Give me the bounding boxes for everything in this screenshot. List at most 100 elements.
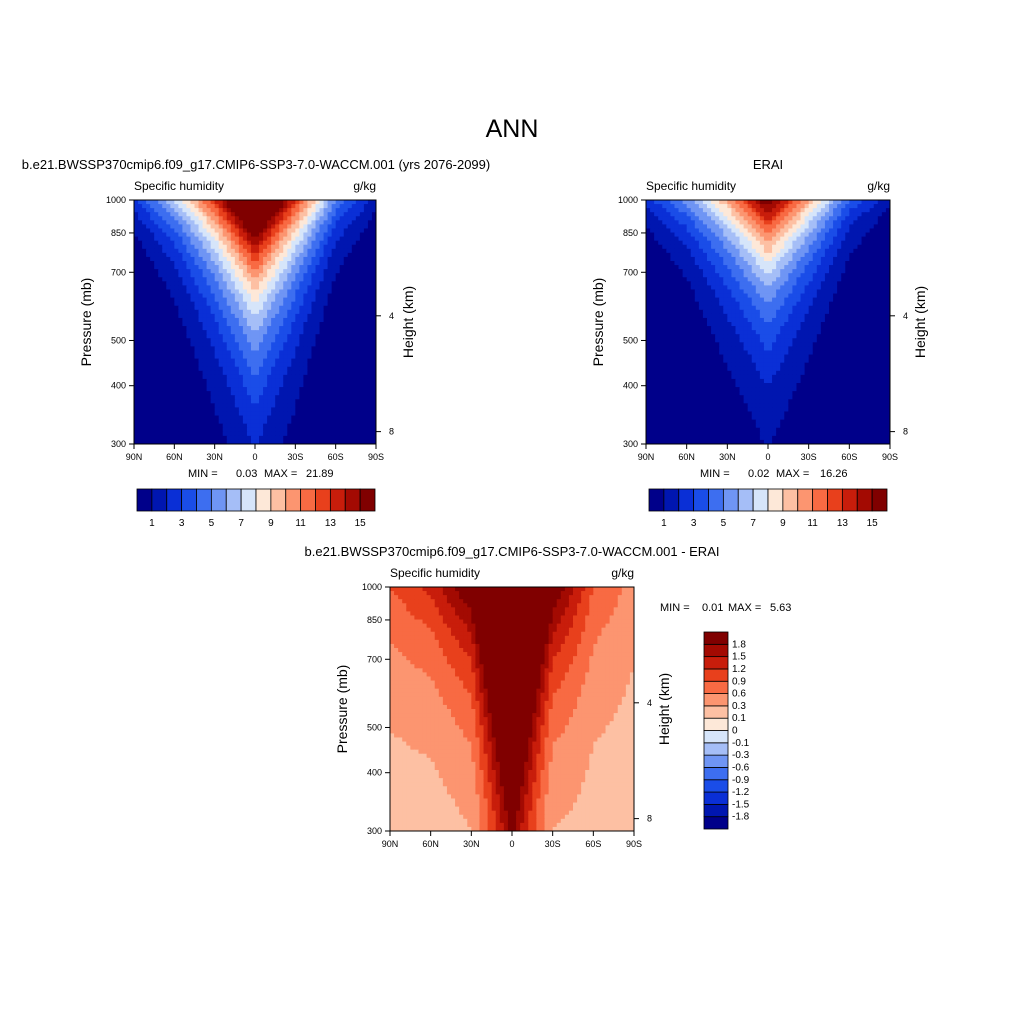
contour-cell bbox=[202, 228, 208, 234]
contour-cell bbox=[259, 285, 264, 290]
contour-cell bbox=[267, 411, 272, 417]
contour-cell bbox=[170, 285, 175, 290]
contour-cell bbox=[355, 439, 361, 444]
contour-cell bbox=[271, 350, 276, 356]
contour-cell bbox=[150, 236, 155, 242]
contour-cell bbox=[210, 423, 216, 429]
contour-cell bbox=[824, 220, 830, 225]
contour-cell bbox=[303, 269, 308, 274]
contour-cell bbox=[267, 366, 272, 372]
contour-cell bbox=[299, 293, 304, 299]
contour-cell bbox=[198, 338, 204, 343]
contour-cell bbox=[206, 313, 212, 319]
contour-cell bbox=[234, 265, 240, 270]
contour-cell bbox=[255, 244, 260, 250]
contour-cell bbox=[367, 411, 373, 417]
contour-cell bbox=[214, 387, 220, 392]
contour-cell bbox=[238, 232, 244, 238]
contour-cell bbox=[287, 395, 292, 400]
contour-cell bbox=[719, 216, 724, 221]
contour-cell bbox=[279, 439, 284, 444]
contour-cell bbox=[218, 265, 224, 270]
contour-cell bbox=[174, 346, 179, 351]
contour-cell bbox=[323, 216, 329, 221]
contour-cell bbox=[877, 212, 883, 217]
contour-cell bbox=[263, 395, 268, 400]
contour-cell bbox=[315, 362, 321, 368]
contour-cell bbox=[315, 419, 321, 425]
contour-cell bbox=[238, 277, 244, 282]
contour-cell bbox=[234, 338, 240, 343]
contour-cell bbox=[315, 256, 321, 262]
contour-cell bbox=[214, 281, 220, 286]
contour-cell bbox=[355, 244, 361, 250]
contour-cell bbox=[355, 289, 361, 295]
contour-cell bbox=[339, 309, 345, 315]
contour-cell bbox=[311, 273, 316, 278]
contour-cell bbox=[186, 346, 191, 351]
contour-cell bbox=[674, 265, 680, 270]
contour-cell bbox=[371, 346, 376, 351]
colorbar-label: 7 bbox=[238, 518, 244, 529]
contour-cell bbox=[772, 212, 777, 217]
contour-cell bbox=[331, 330, 337, 335]
contour-cell bbox=[238, 293, 244, 299]
contour-cell bbox=[242, 338, 248, 343]
contour-cell bbox=[275, 415, 280, 421]
contour-cell bbox=[271, 200, 276, 205]
contour-cell bbox=[291, 330, 296, 335]
contour-cell bbox=[134, 330, 139, 335]
contour-cell bbox=[174, 435, 179, 441]
contour-cell bbox=[739, 261, 745, 266]
contour-cell bbox=[142, 261, 147, 266]
contour-cell bbox=[250, 439, 256, 444]
contour-cell bbox=[186, 387, 191, 392]
contour-cell bbox=[359, 391, 365, 396]
contour-cell bbox=[214, 212, 220, 217]
contour-cell bbox=[327, 220, 333, 225]
contour-cell bbox=[238, 204, 244, 209]
contour-cell bbox=[134, 297, 139, 303]
contour-cell bbox=[319, 224, 325, 229]
contour-cell bbox=[865, 244, 871, 250]
contour-cell bbox=[299, 269, 304, 274]
contour-cell bbox=[170, 387, 175, 392]
contour-cell bbox=[238, 370, 244, 376]
contour-cell bbox=[158, 415, 163, 421]
contour-cell bbox=[206, 228, 212, 234]
contour-cell bbox=[816, 204, 822, 209]
contour-cell bbox=[255, 362, 260, 368]
contour-cell bbox=[885, 228, 890, 234]
contour-cell bbox=[150, 330, 155, 335]
contour-cell bbox=[190, 391, 195, 396]
contour-cell bbox=[170, 244, 175, 250]
contour-cell bbox=[363, 322, 369, 327]
contour-cell bbox=[198, 423, 204, 429]
contour-cell bbox=[371, 285, 376, 290]
contour-cell bbox=[194, 261, 200, 266]
contour-cell bbox=[210, 248, 216, 254]
contour-cell bbox=[743, 224, 749, 229]
contour-cell bbox=[242, 407, 248, 412]
contour-cell bbox=[186, 407, 191, 412]
contour-cell bbox=[849, 285, 854, 290]
contour-cell bbox=[287, 431, 292, 437]
contour-cell bbox=[702, 240, 708, 246]
contour-cell bbox=[670, 228, 675, 234]
contour-cell bbox=[178, 370, 183, 376]
contour-cell bbox=[291, 261, 296, 266]
contour-cell bbox=[804, 224, 810, 229]
contour-cell bbox=[242, 236, 248, 242]
contour-cell bbox=[158, 236, 163, 242]
contour-cell bbox=[150, 305, 155, 311]
contour-cell bbox=[287, 232, 292, 238]
contour-cell bbox=[666, 224, 671, 229]
contour-cell bbox=[178, 427, 183, 433]
contour-cell bbox=[331, 313, 337, 319]
contour-cell bbox=[146, 439, 151, 444]
contour-cell bbox=[371, 370, 376, 376]
contour-cell bbox=[178, 334, 183, 339]
contour-cell bbox=[331, 273, 337, 278]
contour-cell bbox=[226, 256, 232, 262]
contour-cell bbox=[698, 265, 704, 270]
